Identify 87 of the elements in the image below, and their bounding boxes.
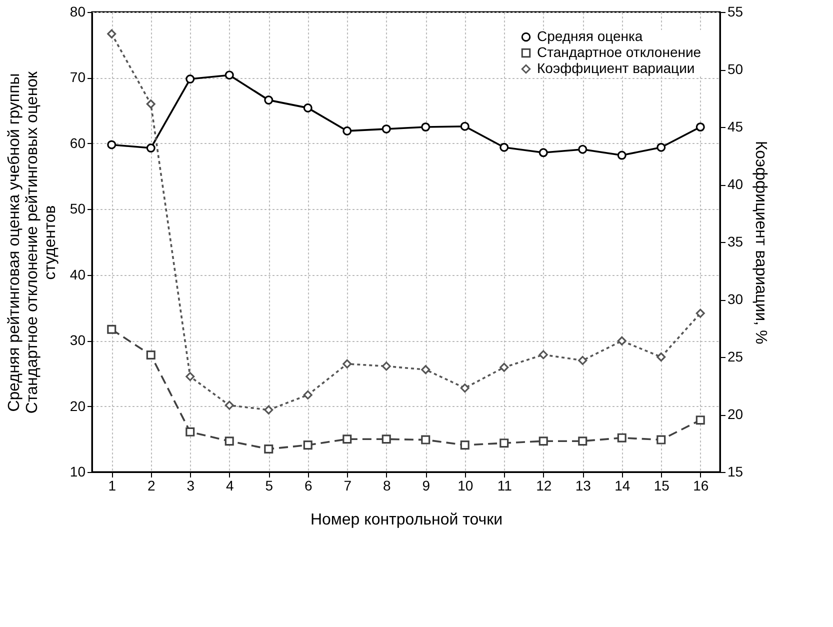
point [500,142,509,152]
x-axis-title: Номер контрольной точки [310,512,503,528]
point [186,372,195,382]
y-tick-label: 10 [70,464,86,480]
legend-label: Коэффициент вариации [537,60,695,76]
x-tick-label: 7 [344,478,352,494]
x-tick-label: 15 [654,478,670,494]
x-tick-label: 8 [382,478,391,494]
point [146,350,156,360]
x-tick-label: 12 [536,478,552,494]
point [617,336,626,346]
point [421,122,430,132]
point [264,96,274,105]
point [421,365,430,374]
legend-label: Средняя оценка [537,28,643,44]
x-tick-label: 6 [304,478,312,494]
point [146,99,156,109]
x-tick-label: 4 [226,478,234,494]
x-tick-label: 14 [614,478,630,494]
point [421,435,430,444]
point [342,359,352,368]
y2-tick-label: 25 [728,348,744,364]
point [186,427,195,436]
y-tick-label: 70 [70,69,86,86]
point [382,434,391,444]
x-tick-label: 1 [108,478,116,494]
point [224,70,234,80]
point [617,433,626,442]
point [303,440,312,450]
y2-tick-label: 40 [728,176,744,192]
x-tick-label: 9 [422,478,430,494]
point [460,384,470,393]
point [382,362,391,371]
y2-tick-label: 55 [728,4,744,20]
point [303,103,312,112]
point [382,124,391,134]
point [500,362,509,372]
point [224,400,234,410]
y2-axis-title: Коэффициент вариации, % [752,140,770,344]
point [538,436,548,446]
point [342,434,352,444]
point [617,150,626,160]
x-tick-label: 16 [693,478,709,494]
point [303,390,312,400]
point [578,356,588,365]
x-tick-label: 10 [458,478,474,494]
point [107,140,116,150]
y2-tick-label: 50 [728,61,744,77]
y-tick-label: 60 [70,134,86,151]
y2-tick-label: 35 [728,234,744,250]
x-tick-label: 13 [575,478,592,494]
y-tick-label: 80 [70,4,86,20]
point [460,440,470,450]
y2-tick-label: 15 [728,464,744,480]
point [696,308,705,318]
point [500,438,509,448]
point [656,352,666,362]
x-tick-label: 2 [147,478,156,494]
legend-label: Стандартное отклонение [537,44,702,60]
point [538,148,548,158]
y-tick-label: 30 [70,332,86,348]
point [578,436,588,446]
y-tick-label: 50 [70,200,86,217]
point [107,29,116,38]
x-tick-label: 5 [265,478,274,494]
y2-tick-label: 20 [728,406,744,422]
y-axis-title: Средняя рейтинговая оценка учебной группы Стандартное отклонение рейтинговых оценок студентов [6,70,59,414]
point [342,126,352,136]
x-tick-label: 3 [186,478,195,494]
point [264,444,274,454]
point [578,144,588,154]
point [146,144,156,153]
y-tick-label: 20 [70,398,86,414]
point [224,436,234,446]
y2-tick-label: 45 [728,118,744,134]
point [656,435,666,444]
x-tick-label: 11 [497,478,512,494]
point [538,350,548,360]
y2-tick-label: 30 [728,291,744,307]
point [656,142,666,152]
y-tick-label: 40 [70,266,86,282]
point [264,405,274,414]
point [186,74,195,84]
point [696,122,705,132]
point [107,324,116,334]
point [460,122,470,131]
point [696,416,705,425]
